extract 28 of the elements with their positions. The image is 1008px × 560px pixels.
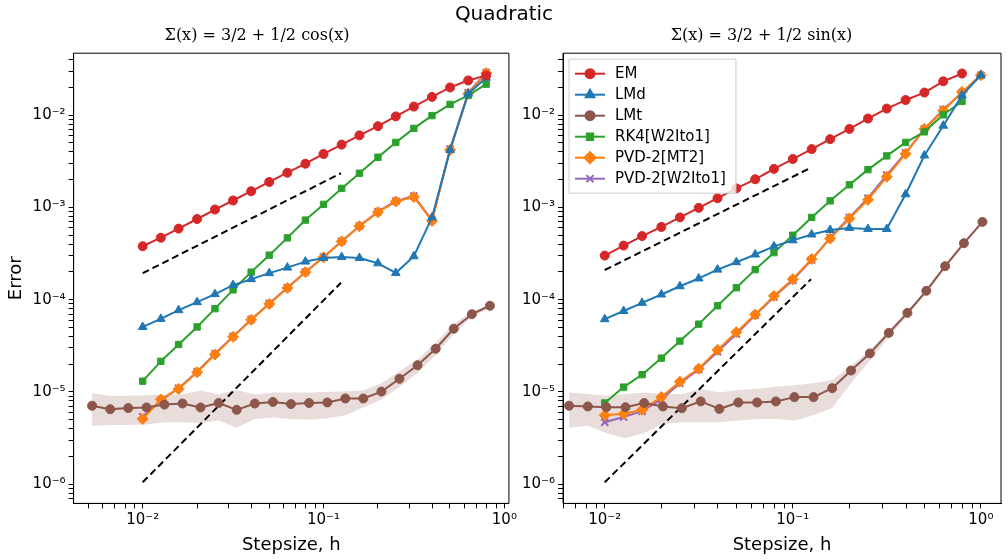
y-tick-label: 10⁻³ (32, 197, 66, 216)
legend-label: LMd (615, 84, 646, 103)
legend-label: RK4[W2Ito1] (615, 126, 710, 145)
x-tick-label: 10⁰ (968, 510, 994, 529)
chart-title: Quadratic (453, 0, 555, 26)
x-tick-label: 10⁻² (588, 510, 622, 529)
x-tick-label: 10⁻² (126, 510, 160, 529)
chart-subtitle: Σ(x) = 3/2 + 1/2 sin(x) (670, 24, 853, 44)
legend-label: PVD-2[W2Ito1] (615, 168, 726, 187)
legend-label: PVD-2[MT2] (615, 147, 705, 166)
chart-subtitle: Σ(x) = 3/2 + 1/2 cos(x) (164, 24, 350, 44)
y-tick-label: 10⁻⁴ (521, 289, 556, 308)
y-tick-label: 10⁻² (521, 105, 556, 124)
y-tick-label: 10⁻⁶ (32, 474, 66, 493)
y-axis-title: Error (4, 255, 26, 301)
y-tick-label: 10⁻³ (521, 197, 556, 216)
x-axis-title: Stepsize, h (241, 532, 341, 554)
legend-label: EM (615, 63, 638, 82)
y-tick-label: 10⁻⁶ (521, 474, 556, 493)
y-tick-label: 10⁻² (32, 105, 66, 124)
legend-label: LMt (615, 105, 643, 124)
x-tick-label: 10⁻¹ (776, 510, 810, 529)
x-tick-label: 10⁻¹ (307, 510, 341, 529)
x-tick-label: 10⁰ (491, 510, 517, 529)
y-tick-label: 10⁻⁴ (32, 289, 66, 308)
y-tick-label: 10⁻⁵ (32, 381, 66, 400)
x-axis-title: Stepsize, h (732, 532, 832, 554)
y-tick-label: 10⁻⁵ (521, 381, 556, 400)
